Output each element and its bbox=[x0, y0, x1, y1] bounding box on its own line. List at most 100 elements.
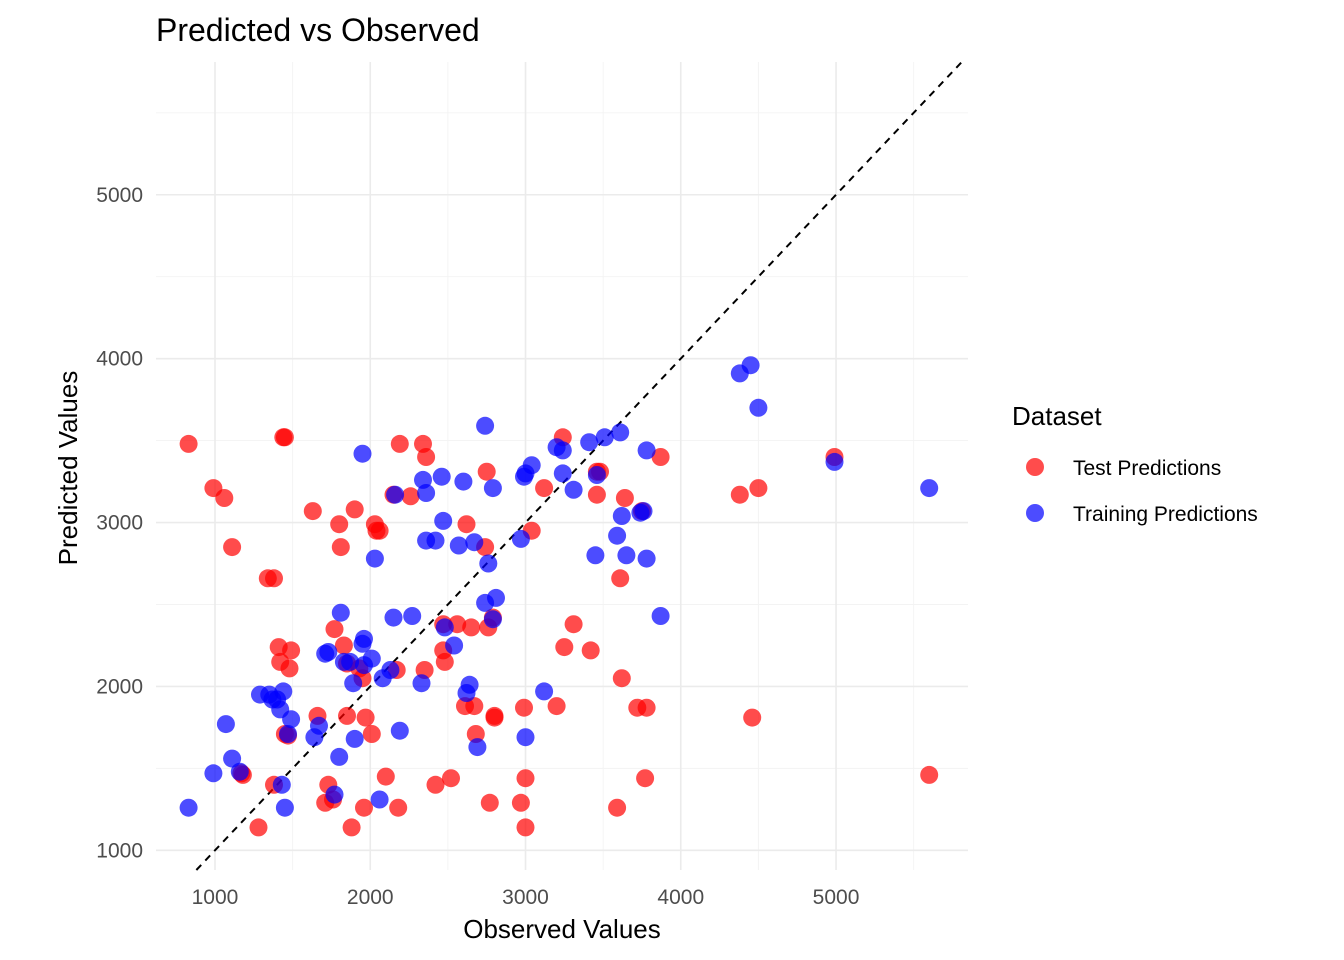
data-point bbox=[479, 554, 498, 573]
data-point bbox=[435, 618, 454, 637]
data-point bbox=[637, 549, 656, 568]
y-axis-title: Predicted Values bbox=[53, 371, 83, 566]
data-point bbox=[362, 649, 381, 668]
data-point bbox=[741, 356, 760, 375]
data-point bbox=[280, 659, 299, 678]
data-point bbox=[223, 538, 242, 557]
data-point bbox=[272, 775, 291, 794]
data-point bbox=[483, 479, 502, 498]
x-tick-label: 5000 bbox=[813, 886, 860, 909]
legend-key-test-predictions bbox=[1026, 458, 1044, 476]
data-point bbox=[535, 682, 554, 701]
legend: Dataset Test Predictions Training Predic… bbox=[1012, 401, 1258, 526]
data-point bbox=[386, 485, 405, 504]
series-test-predictions bbox=[179, 428, 939, 837]
data-point bbox=[325, 785, 344, 804]
data-point bbox=[442, 769, 460, 788]
data-point bbox=[325, 620, 344, 639]
identity-line bbox=[195, 61, 963, 871]
data-point bbox=[651, 607, 670, 625]
data-point bbox=[384, 608, 403, 627]
data-point bbox=[825, 452, 844, 471]
data-point bbox=[432, 467, 451, 486]
data-point bbox=[595, 428, 614, 447]
data-point bbox=[275, 798, 294, 817]
data-point bbox=[215, 489, 234, 507]
data-point bbox=[390, 721, 409, 740]
data-point bbox=[920, 479, 939, 498]
data-point bbox=[612, 669, 631, 688]
data-point bbox=[204, 764, 223, 783]
data-point bbox=[608, 798, 627, 817]
data-point bbox=[331, 603, 350, 622]
data-point bbox=[282, 641, 301, 660]
x-axis-ticks: 1000 2000 3000 4000 5000 bbox=[192, 886, 860, 909]
data-point bbox=[426, 531, 445, 550]
data-point bbox=[608, 526, 627, 545]
data-point bbox=[617, 546, 636, 565]
data-point bbox=[462, 618, 481, 637]
data-point bbox=[330, 515, 349, 534]
data-point bbox=[920, 765, 939, 784]
data-point bbox=[216, 715, 235, 734]
y-axis-ticks: 1000 2000 3000 4000 5000 bbox=[96, 184, 143, 863]
data-point bbox=[345, 729, 364, 748]
data-point bbox=[345, 500, 364, 519]
x-tick-label: 3000 bbox=[502, 886, 549, 909]
data-point bbox=[487, 588, 505, 607]
data-point bbox=[319, 643, 338, 661]
data-point bbox=[611, 423, 630, 442]
data-point bbox=[516, 769, 535, 788]
data-point bbox=[749, 398, 768, 417]
data-point bbox=[331, 538, 350, 557]
data-point bbox=[522, 456, 541, 475]
series-training-predictions bbox=[179, 356, 939, 817]
data-point bbox=[465, 697, 484, 716]
data-point bbox=[457, 515, 476, 534]
data-point bbox=[586, 546, 605, 565]
data-point bbox=[412, 674, 431, 693]
data-point bbox=[275, 428, 294, 447]
y-tick-label: 2000 bbox=[96, 675, 143, 698]
data-point bbox=[282, 710, 301, 729]
data-point bbox=[611, 569, 630, 588]
data-point bbox=[362, 725, 381, 743]
data-point bbox=[426, 775, 445, 794]
data-point bbox=[381, 661, 400, 679]
data-point bbox=[466, 725, 485, 743]
data-point bbox=[634, 502, 653, 521]
data-point bbox=[580, 433, 599, 452]
data-point bbox=[476, 416, 495, 435]
x-tick-label: 2000 bbox=[347, 886, 394, 909]
data-point bbox=[389, 798, 408, 817]
data-point bbox=[553, 464, 572, 483]
data-point bbox=[370, 521, 389, 540]
data-point bbox=[390, 434, 409, 453]
data-point bbox=[303, 502, 322, 521]
data-point bbox=[310, 716, 328, 735]
data-point bbox=[279, 725, 297, 743]
y-tick-label: 5000 bbox=[96, 184, 143, 207]
data-point bbox=[434, 511, 453, 530]
data-point bbox=[637, 698, 656, 717]
data-point bbox=[587, 466, 606, 484]
data-point bbox=[743, 708, 762, 727]
data-point bbox=[179, 434, 198, 453]
data-point bbox=[355, 629, 373, 648]
data-point bbox=[587, 485, 606, 504]
data-point bbox=[330, 747, 349, 766]
data-point bbox=[511, 529, 530, 548]
data-point bbox=[485, 708, 504, 727]
data-point bbox=[480, 793, 499, 812]
data-point bbox=[341, 652, 360, 671]
x-tick-label: 1000 bbox=[192, 886, 239, 909]
data-point bbox=[230, 762, 249, 781]
data-point bbox=[356, 708, 375, 727]
data-point bbox=[370, 790, 389, 809]
data-point bbox=[274, 682, 293, 701]
data-point bbox=[265, 569, 283, 588]
y-tick-label: 3000 bbox=[96, 512, 143, 535]
data-point bbox=[353, 444, 372, 463]
data-point bbox=[483, 610, 502, 629]
